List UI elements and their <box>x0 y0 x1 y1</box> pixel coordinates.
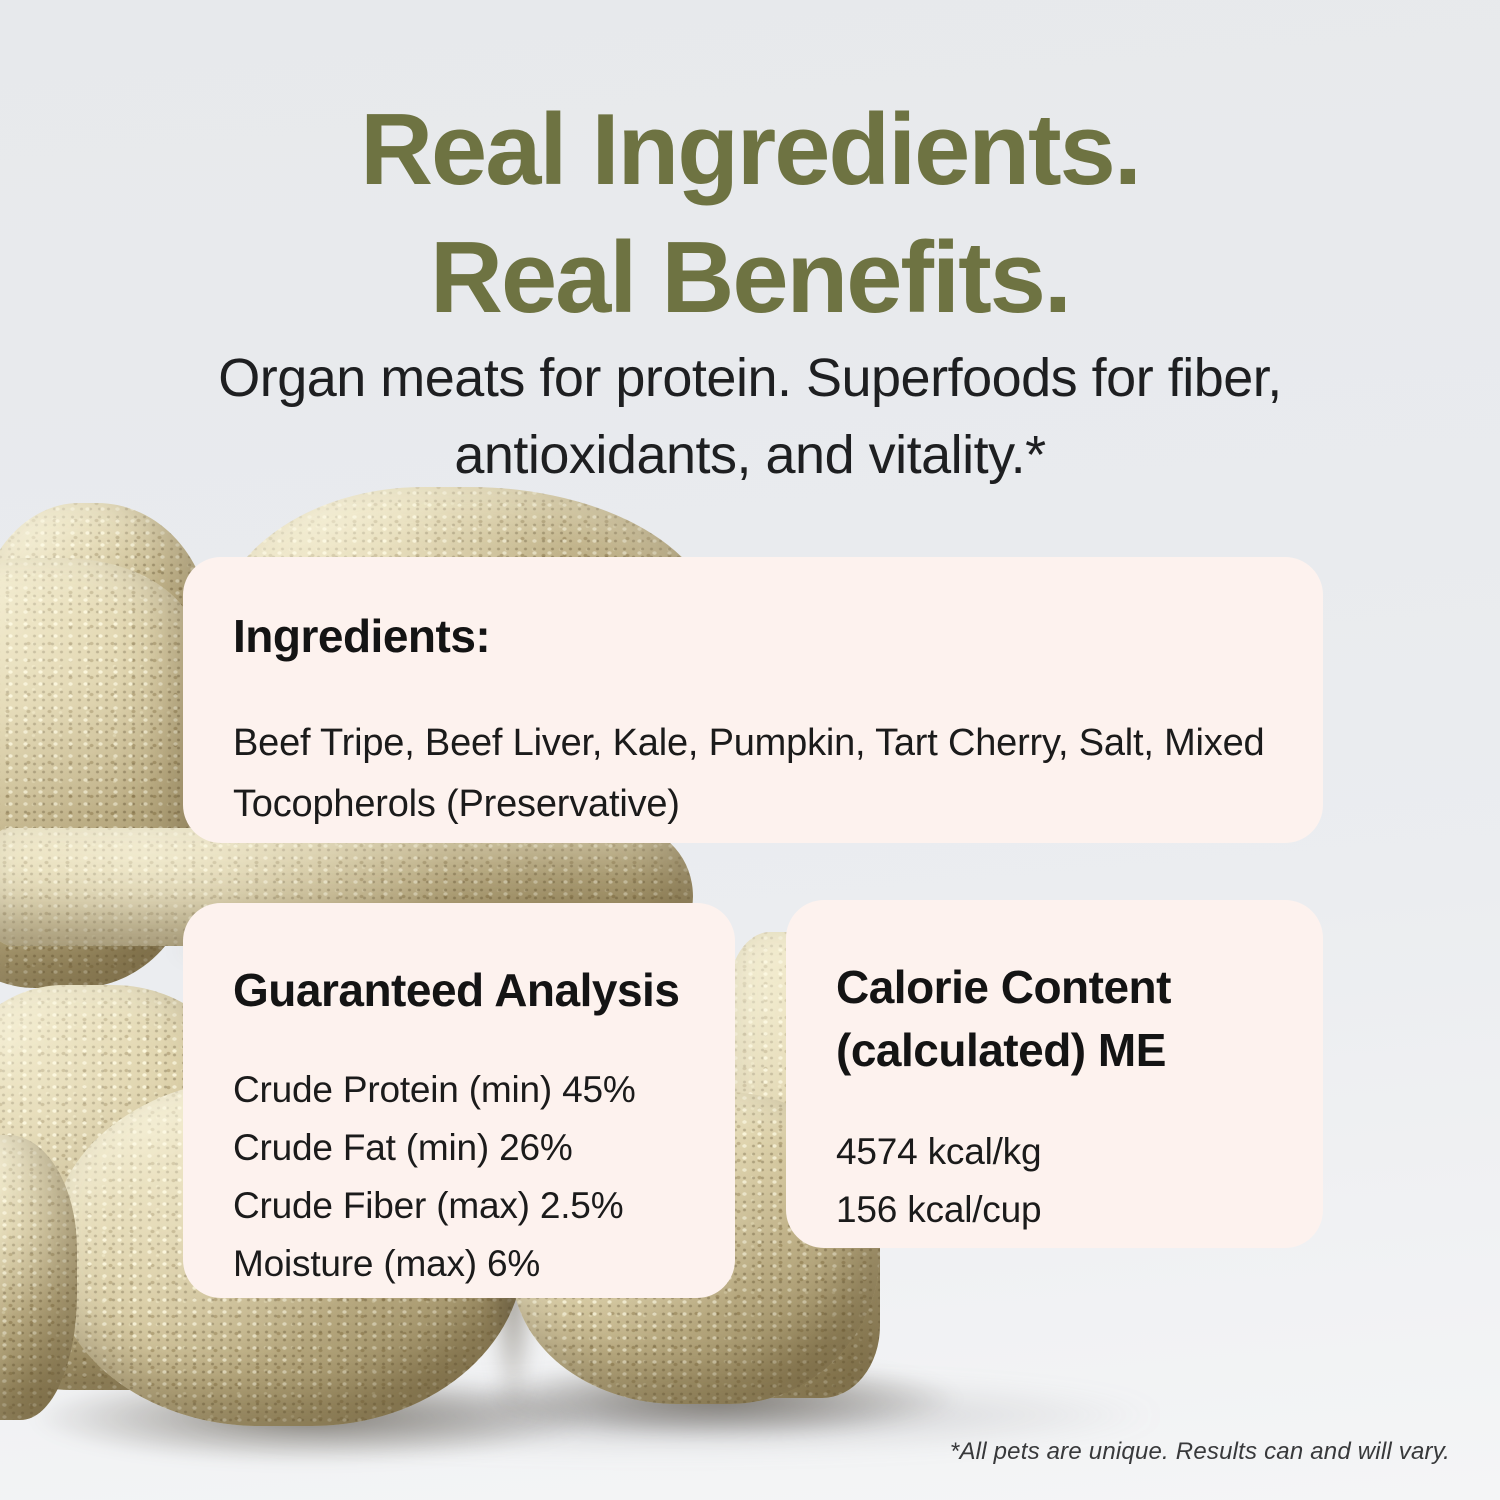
calorie-content-rows: 4574 kcal/kg 156 kcal/cup <box>836 1123 1273 1239</box>
treat-cube-far-left <box>0 1135 77 1420</box>
calorie-content-title: Calorie Content (calculated) ME <box>836 961 1171 1076</box>
guaranteed-analysis-title: Guaranteed Analysis <box>233 964 680 1016</box>
analysis-row-crude-fat: Crude Fat (min) 26% <box>233 1127 573 1169</box>
guaranteed-analysis-rows: Crude Protein (min) 45% Crude Fat (min) … <box>233 1061 685 1293</box>
analysis-row-moisture: Moisture (max) 6% <box>233 1243 541 1285</box>
page-title: Real Ingredients. Real Benefits. <box>0 86 1500 343</box>
calorie-row-kcal-per-kg: 4574 kcal/kg <box>836 1131 1042 1173</box>
ingredients-card-title: Ingredients: <box>233 610 491 662</box>
page-title-line-1: Real Ingredients. <box>360 94 1142 206</box>
analysis-row-crude-protein: Crude Protein (min) 45% <box>233 1069 636 1110</box>
calorie-content-card: Calorie Content (calculated) ME 4574 kca… <box>786 900 1323 1248</box>
guaranteed-analysis-card: Guaranteed Analysis Crude Protein (min) … <box>183 903 735 1298</box>
calorie-row-kcal-per-cup: 156 kcal/cup <box>836 1189 1042 1231</box>
ingredients-list: Beef Tripe, Beef Liver, Kale, Pumpkin, T… <box>233 722 1265 825</box>
page-title-line-2: Real Benefits. <box>430 222 1072 335</box>
analysis-row-crude-fiber: Crude Fiber (max) 2.5% <box>233 1185 624 1227</box>
disclaimer-footnote: *All pets are unique. Results can and wi… <box>949 1438 1450 1465</box>
ingredients-card: Ingredients: Beef Tripe, Beef Liver, Kal… <box>183 557 1323 843</box>
page-subtitle: Organ meats for protein. Superfoods for … <box>218 348 1282 485</box>
